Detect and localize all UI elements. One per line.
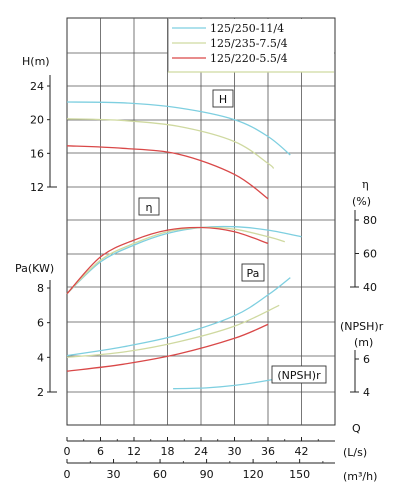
flow-ls-tick-label: 18	[161, 445, 175, 458]
series-power-line	[66, 277, 291, 357]
power-tick-label: 6	[37, 317, 44, 330]
flow-ls-axis-label: Q	[352, 422, 361, 435]
flow-ls-tick-label: 6	[97, 445, 104, 458]
head-axis-label: H(m)	[22, 55, 50, 68]
series-efficiency-line	[66, 225, 302, 295]
series-efficiency-line	[66, 226, 269, 295]
legend-entry: 125/250-11/4	[210, 22, 284, 35]
head-curve-label-box	[212, 89, 234, 108]
flow-m3h-axis-unit: (m³/h)	[343, 470, 377, 483]
flow-m3h-tick-label: 0	[64, 468, 71, 481]
head-tick-label: 16	[30, 147, 44, 160]
flow-ls-tick-label: 24	[194, 445, 208, 458]
flow-ls-tick-label: 30	[228, 445, 242, 458]
npsh-curve-label: (NPSH)r	[277, 369, 321, 382]
power-tick-label: 4	[37, 351, 44, 364]
efficiency-curve-label-box	[138, 197, 160, 216]
power-tick-label: 8	[37, 282, 44, 295]
flow-m3h-tick-label: 120	[243, 468, 264, 481]
power-curve-label-box	[241, 263, 265, 282]
flow-ls-axis-unit: (L/s)	[343, 446, 367, 459]
efficiency-tick-label: 80	[363, 214, 377, 227]
flow-m3h-tick-label: 30	[107, 468, 121, 481]
head-curve-label: H	[219, 93, 227, 106]
efficiency-curve-label: η	[146, 201, 153, 214]
head-tick-label: 12	[30, 181, 44, 194]
flow-m3h-tick-label: 60	[153, 468, 167, 481]
power-tick-label: 2	[37, 386, 44, 399]
flow-m3h-tick-label: 90	[200, 468, 214, 481]
legend-entry: 125/235-7.5/4	[210, 37, 288, 50]
efficiency-axis-symbol: η	[362, 178, 369, 191]
labels: 125/250-11/4125/235-7.5/4125/220-5.5/424…	[15, 22, 384, 483]
efficiency-axis-unit: (%)	[352, 195, 371, 208]
flow-ls-tick-label: 36	[261, 445, 275, 458]
curves	[66, 101, 302, 390]
npsh-tick-label: 6	[363, 353, 370, 366]
series-head-line	[66, 118, 275, 169]
npsh-axis-unit: (m)	[354, 336, 373, 349]
series-head-line	[66, 101, 291, 156]
npsh-axis-label: (NPSH)r	[340, 320, 384, 333]
series-head-line	[66, 145, 269, 200]
flow-m3h-tick-label: 150	[289, 468, 310, 481]
series-power-line	[66, 323, 269, 372]
flow-ls-tick-label: 12	[127, 445, 141, 458]
efficiency-tick-label: 40	[363, 281, 377, 294]
axes	[47, 75, 359, 464]
flow-ls-tick-label: 42	[295, 445, 309, 458]
npsh-curve-label-box	[271, 365, 327, 384]
legend-entry: 125/220-5.5/4	[210, 52, 288, 65]
flow-ls-tick-label: 0	[64, 445, 71, 458]
head-tick-label: 24	[30, 80, 44, 93]
series-power-line	[66, 304, 280, 358]
efficiency-tick-label: 60	[363, 248, 377, 261]
power-axis-label: Pa(KW)	[15, 262, 54, 275]
npsh-tick-label: 4	[363, 386, 370, 399]
head-tick-label: 20	[30, 114, 44, 127]
grid	[66, 17, 336, 426]
series-efficiency-line	[66, 226, 285, 295]
power-curve-label: Pa	[247, 267, 260, 280]
